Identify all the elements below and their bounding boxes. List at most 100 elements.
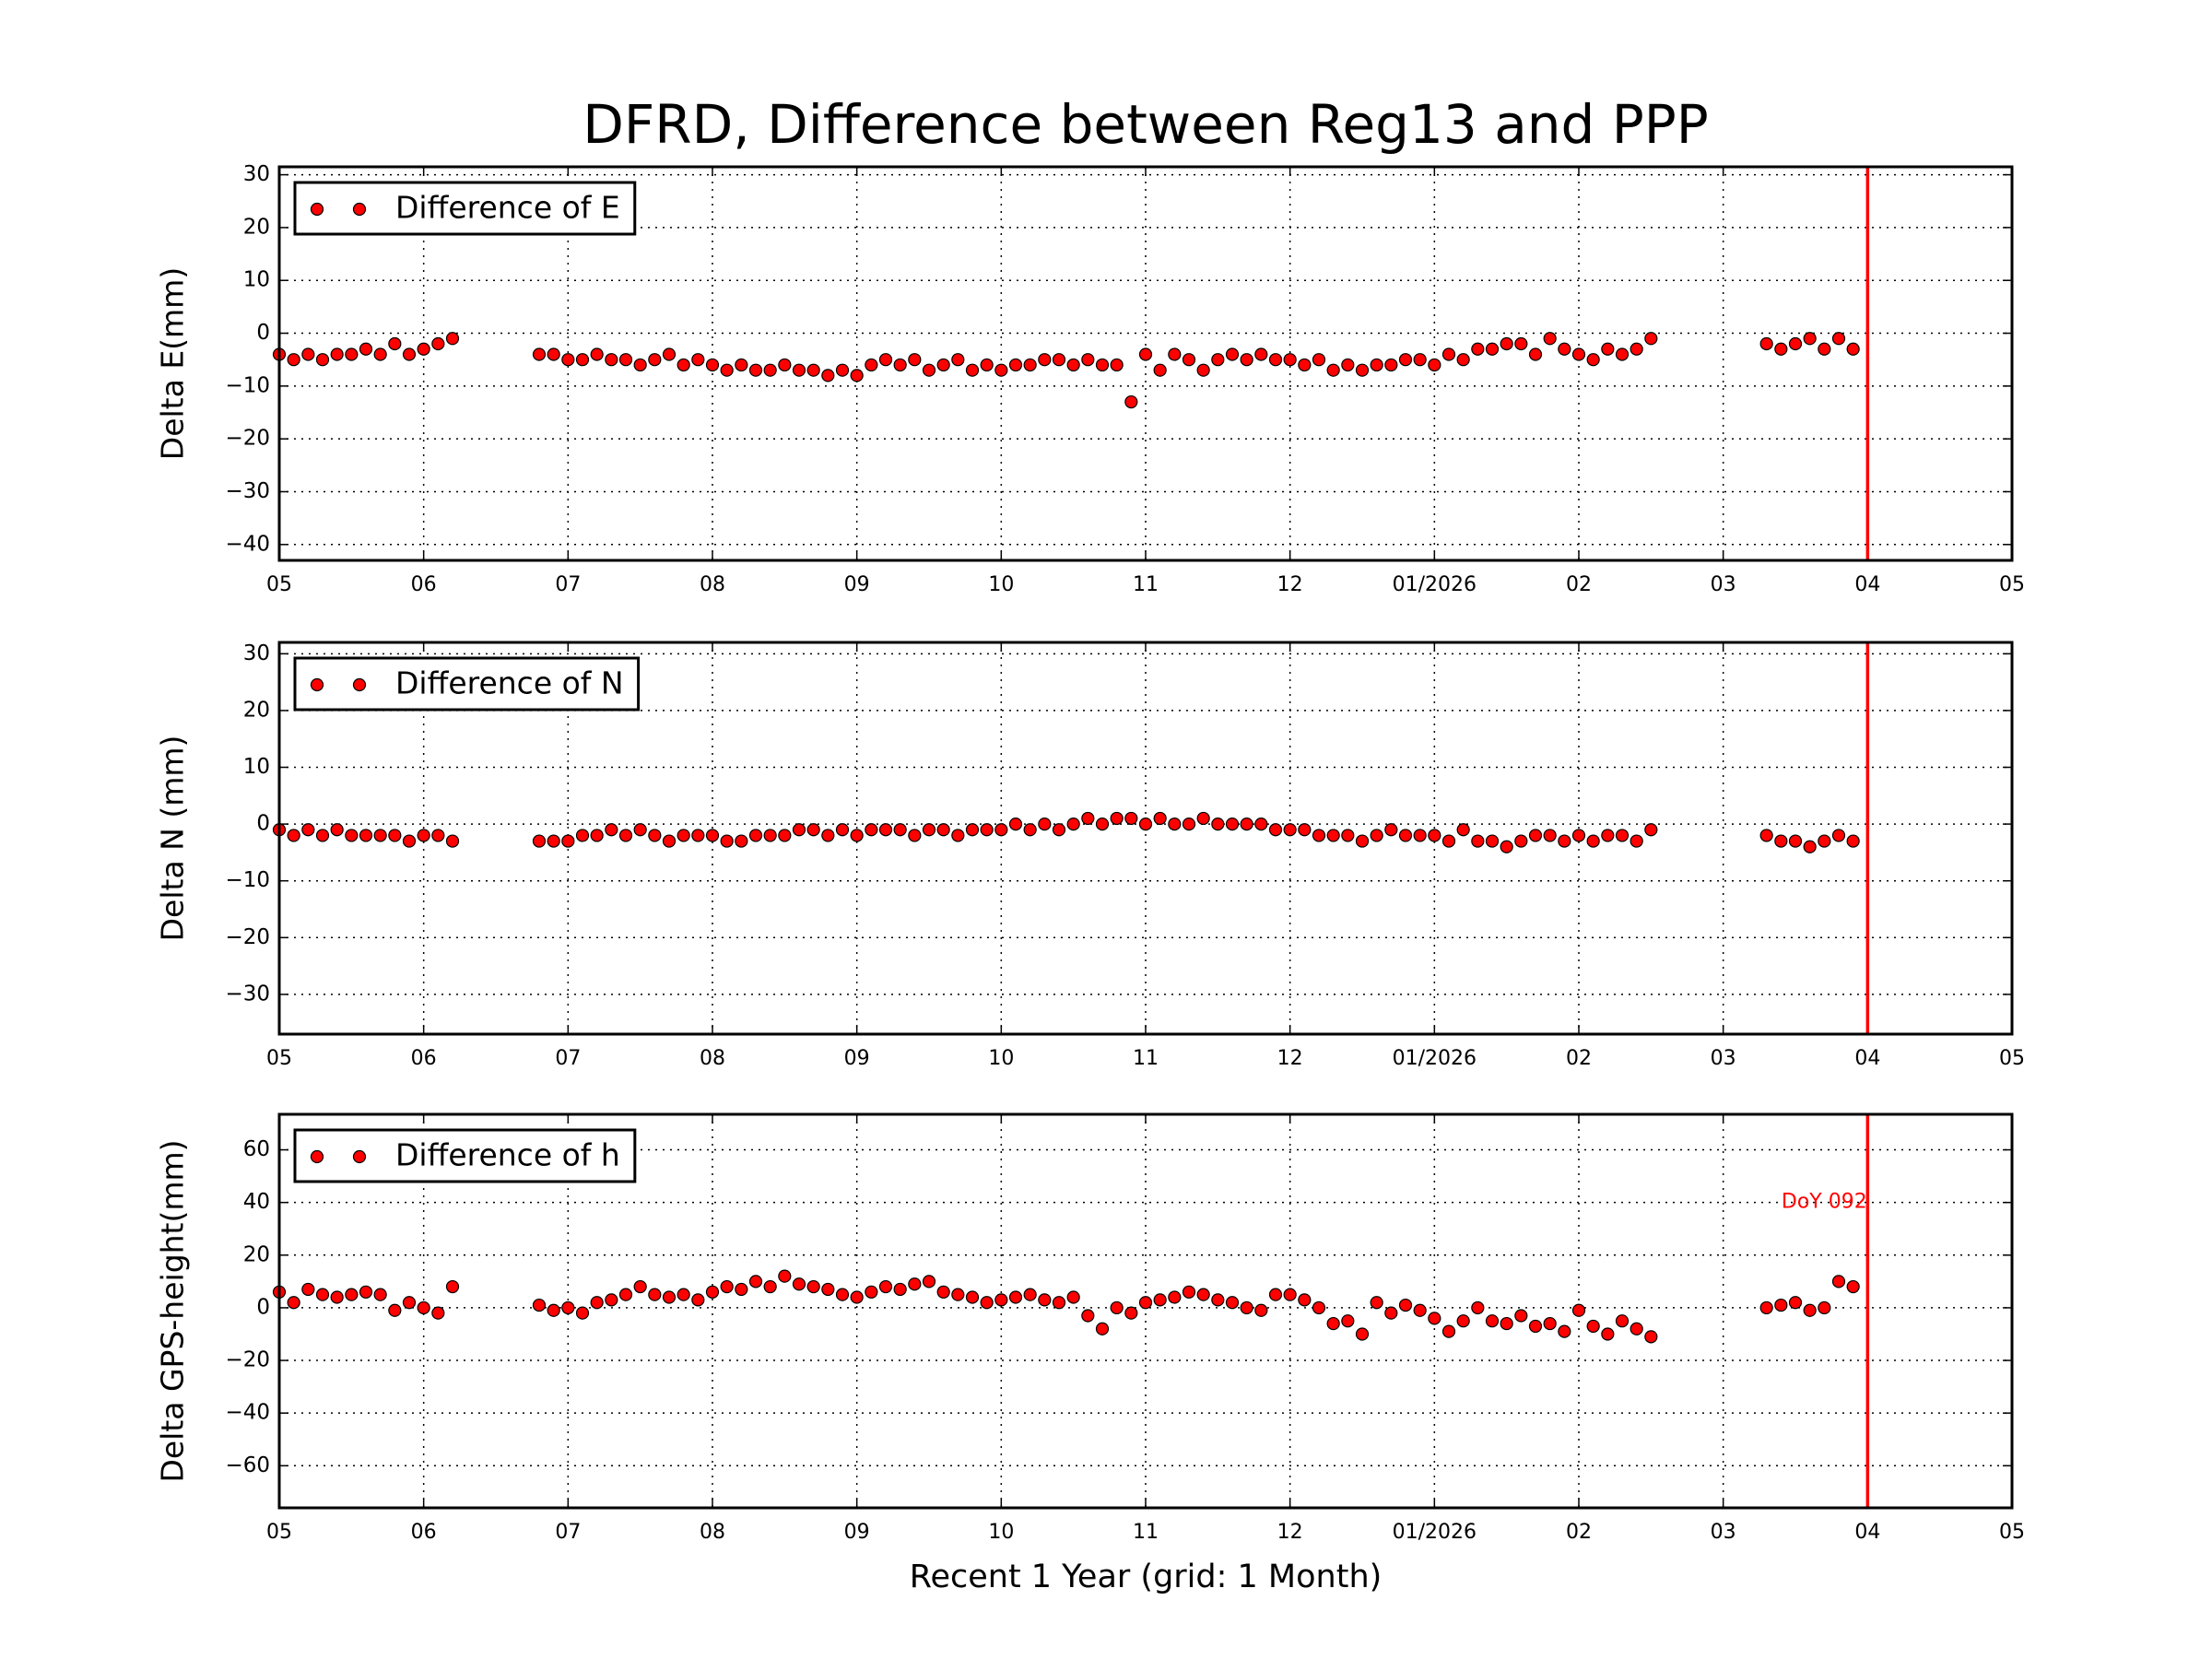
x-tick-label: 08 [700,1521,725,1544]
data-point [878,353,893,367]
data-point [1543,1316,1557,1331]
y-tick-label: −20 [225,1348,270,1372]
data-point [605,353,618,367]
data-point [1456,1314,1470,1328]
data-point [691,1293,705,1307]
data-point [763,1279,777,1294]
data-point [1370,829,1383,842]
data-point [763,363,777,377]
data-point [532,347,547,361]
x-tick-label: 10 [988,573,1014,596]
data-point [1630,342,1643,356]
data-point [720,363,734,377]
x-tick-label: 05 [266,1047,292,1070]
data-point [821,829,835,842]
data-point [373,347,387,361]
data-point [1441,1324,1456,1338]
data-point [1558,834,1571,848]
data-point [561,834,575,848]
x-tick-label: 05 [266,573,292,596]
data-point [792,1277,806,1291]
x-tick-label: 11 [1133,1521,1159,1544]
x-tick-label: 04 [1854,1047,1880,1070]
x-tick-label: 09 [844,1521,870,1544]
y-axis-label: Delta N (mm) [155,735,191,942]
legend: Difference of E [293,181,637,236]
y-tick-label: −30 [225,479,270,503]
data-point [1110,811,1124,826]
data-point [720,1279,734,1294]
data-point [865,1285,878,1299]
x-tick-label: 10 [988,1521,1014,1544]
data-point [878,823,893,837]
x-tick-label: 07 [555,573,581,596]
data-point [445,834,460,848]
x-tick-label: 06 [411,1047,437,1070]
data-point [1312,829,1326,842]
chart-title: DFRD, Difference between Reg13 and PPP [582,93,1708,156]
x-tick-label: 11 [1133,573,1159,596]
data-point [1023,358,1037,372]
data-point [359,342,373,356]
data-point [330,1290,344,1304]
y-tick-label: −20 [225,427,270,451]
data-point [330,347,344,361]
data-point [1153,1293,1167,1307]
data-point [1196,1288,1210,1301]
data-point [1240,353,1253,367]
data-point [1630,1322,1643,1335]
data-point [1571,1303,1586,1317]
y-tick-label: 0 [256,1295,270,1319]
data-point [792,823,806,837]
data-point [1355,834,1370,848]
data-point [763,829,777,842]
x-tick-label: 07 [555,1047,581,1070]
data-point [1774,342,1788,356]
x-tick-label: 09 [844,573,870,596]
data-point [1644,332,1658,346]
data-point [1485,1314,1500,1328]
data-point [1831,332,1846,346]
data-point [1038,1293,1052,1307]
data-point [1182,818,1196,831]
data-point [345,347,359,361]
data-point [1066,818,1080,831]
legend-label: Difference of E [395,190,620,226]
x-tick-label: 01/2026 [1393,573,1477,596]
data-point [705,829,720,842]
data-point [301,1282,315,1297]
y-tick-label: −60 [225,1453,270,1477]
data-point [1514,336,1528,351]
data-point [806,823,820,837]
data-point [590,1296,604,1310]
data-point [893,823,907,837]
data-point [547,1303,560,1317]
data-point [806,363,820,377]
data-point [1283,1288,1297,1301]
legend-box [293,181,637,236]
data-point [388,1303,402,1317]
legend-marker [352,1149,367,1164]
data-point [1298,358,1312,372]
data-point [1384,1306,1398,1320]
data-point [936,1285,950,1299]
data-point [1124,811,1138,826]
y-tick-label: 0 [256,812,270,836]
data-point [1818,1300,1831,1315]
x-tick-label: 05 [1999,1047,2025,1070]
data-point [561,353,575,367]
data-point [1211,818,1225,831]
data-point [287,829,300,842]
data-point [850,829,864,842]
data-point [1788,336,1803,351]
data-point [806,1279,820,1294]
data-point [1225,1296,1240,1310]
data-point [1485,834,1500,848]
legend-marker [310,1149,324,1164]
data-point [1312,353,1326,367]
data-point [705,358,720,372]
legend: Difference of N [293,656,641,712]
data-point [865,358,878,372]
subplot: −30 −20 −10 0 10 20 30 05 06 07 08 09 10 11 12 01/2026 0… [155,641,2025,1070]
